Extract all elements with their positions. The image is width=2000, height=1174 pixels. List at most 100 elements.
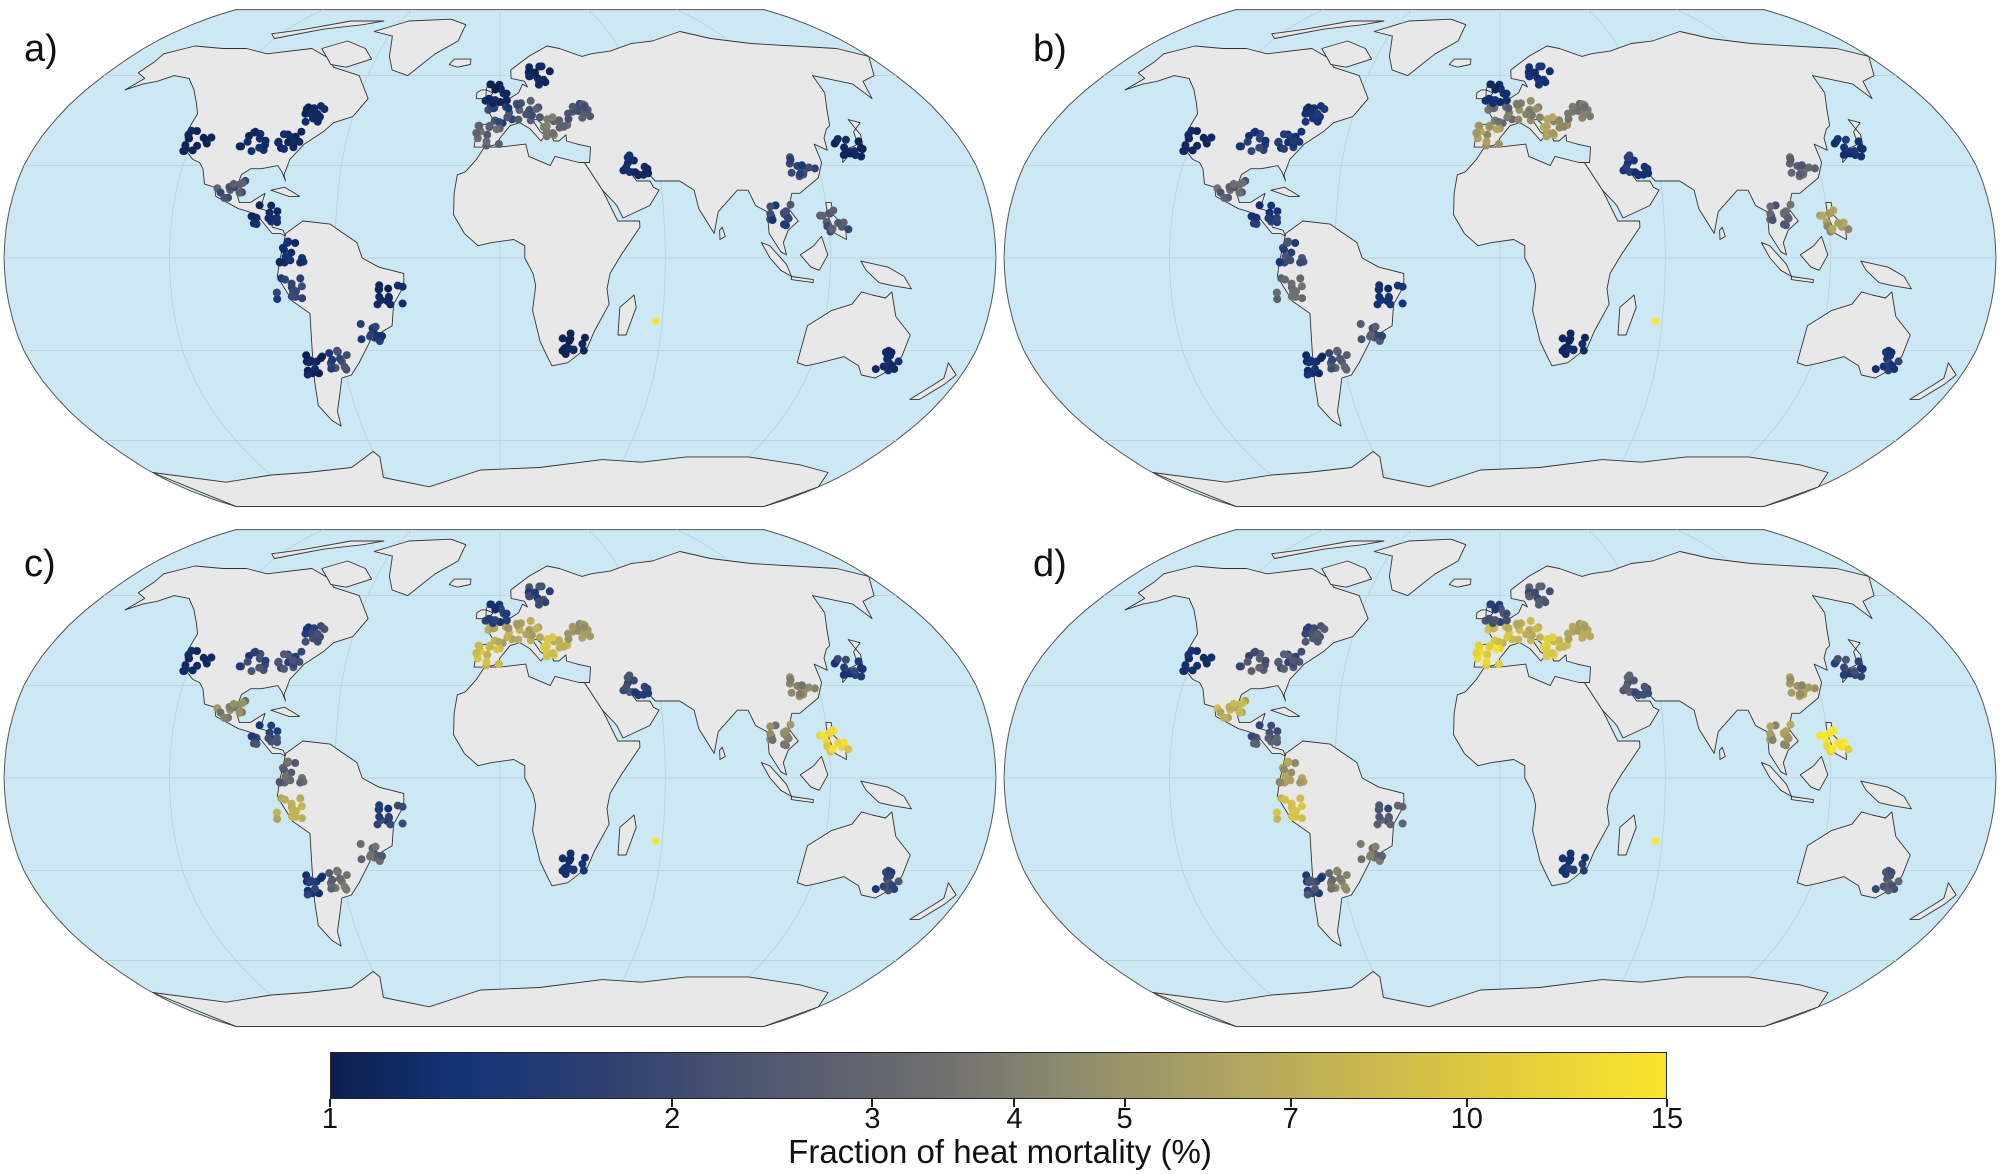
city-point-brazil-east — [384, 804, 393, 813]
city-point-colombia-ecuador — [1275, 258, 1284, 267]
city-point-mexico — [1229, 699, 1238, 708]
city-point-east-us — [1279, 130, 1288, 139]
city-point-central-america — [264, 214, 273, 223]
city-point-mexico — [229, 179, 238, 188]
city-point-mexico — [220, 193, 229, 202]
city-point-central-us — [255, 143, 264, 152]
city-point-south-africa — [566, 334, 575, 343]
city-point-colombia-ecuador — [275, 778, 284, 787]
city-point-middle-east — [625, 151, 634, 160]
city-point-china — [1787, 168, 1796, 177]
land-arctic-islands — [271, 20, 385, 39]
land-africa — [1453, 663, 1641, 887]
city-point-balkans — [559, 122, 568, 131]
city-point-uk-north — [502, 609, 511, 618]
city-point-brazil-south — [357, 335, 366, 344]
city-point-middle-east — [1639, 170, 1648, 179]
city-point-china — [1810, 684, 1819, 693]
city-point-philippines — [844, 745, 853, 754]
city-point-peru — [272, 288, 281, 297]
city-point-uk-north — [1502, 96, 1511, 105]
city-point-southeast-asia — [782, 741, 790, 750]
city-point-west-us — [181, 661, 190, 670]
panel-label-c: c) — [24, 543, 56, 585]
land-borneo — [799, 235, 829, 271]
city-point-central-us — [1235, 142, 1244, 151]
city-point-peru — [1281, 275, 1289, 284]
city-point-indian-ocean-island — [652, 837, 659, 845]
city-point-brazil-east — [384, 812, 393, 821]
city-point-east-europe — [1564, 629, 1572, 638]
city-point-central-america — [248, 732, 257, 741]
land-iceland — [1448, 578, 1472, 588]
city-point-japan-korea — [1854, 657, 1863, 666]
city-point-scandinavia — [535, 77, 544, 86]
city-point-east-us — [289, 656, 298, 665]
city-point-southeast-asia — [782, 207, 790, 216]
land-eurasia — [1473, 551, 1875, 776]
city-point-peru — [281, 795, 289, 804]
city-point-colombia-ecuador — [291, 759, 300, 767]
world-map-svg — [3, 529, 997, 1027]
land-sri-lanka — [1719, 746, 1726, 760]
city-point-scandinavia — [1535, 597, 1544, 606]
city-point-southeast-asia — [768, 736, 777, 745]
city-point-uk-north — [1491, 96, 1500, 105]
city-point-central-europe — [1514, 635, 1523, 644]
city-point-south-africa — [1566, 854, 1575, 863]
land-new-guinea — [1860, 260, 1912, 290]
city-point-central-europe — [1526, 616, 1535, 625]
city-point-central-america — [273, 727, 282, 736]
city-point-central-europe — [1532, 624, 1541, 633]
land-antarctica — [152, 451, 829, 507]
city-point-middle-east — [639, 170, 648, 179]
city-point-chile — [1317, 354, 1325, 362]
land-sri-lanka — [719, 746, 726, 760]
land-new-zealand — [1909, 882, 1957, 920]
land-baffin — [321, 40, 373, 68]
colorbar-tick-mark — [1465, 1099, 1468, 1107]
colorbar-tick-label: 1 — [321, 1103, 339, 1135]
city-point-argentina — [333, 866, 341, 875]
city-point-central-america — [1272, 734, 1281, 743]
city-point-west-us — [1199, 653, 1208, 662]
city-point-mexico — [1235, 188, 1244, 197]
colorbar-tick-label: 5 — [1116, 1103, 1133, 1135]
city-point-balkans — [548, 649, 557, 658]
city-point-central-america — [1248, 212, 1257, 221]
city-point-west-europe — [1504, 624, 1513, 633]
land-eurasia — [1473, 31, 1875, 256]
city-point-philippines — [1829, 726, 1838, 735]
city-point-canada — [1313, 109, 1322, 118]
city-point-scandinavia — [545, 587, 554, 596]
city-point-brazil-east — [393, 281, 402, 290]
city-point-east-us — [1274, 137, 1283, 146]
city-point-peru — [298, 814, 307, 823]
city-point-west-us — [1199, 133, 1208, 142]
city-point-brazil-east — [1398, 819, 1407, 828]
land-australia — [1796, 291, 1911, 379]
city-point-central-america — [1249, 219, 1258, 228]
city-point-australia — [1871, 885, 1880, 894]
land-java — [1790, 276, 1814, 284]
city-point-central-europe — [513, 620, 522, 629]
city-point-canada — [1320, 105, 1329, 114]
city-points — [1179, 62, 1903, 379]
city-point-balkans — [542, 647, 551, 656]
city-point-china — [1804, 683, 1813, 692]
city-point-east-us — [279, 130, 288, 139]
city-point-japan-korea — [854, 657, 863, 666]
city-point-balkans — [543, 115, 552, 124]
city-point-east-us — [1295, 657, 1304, 666]
city-point-chile — [303, 890, 312, 899]
land-new-zealand — [909, 882, 957, 920]
city-point-central-europe — [526, 616, 535, 625]
city-point-peru — [297, 282, 306, 291]
city-point-brazil-east — [1375, 292, 1384, 301]
city-point-balkans — [1548, 649, 1557, 658]
city-point-central-us — [1261, 136, 1270, 145]
city-point-chile — [1303, 890, 1312, 899]
city-point-philippines — [1844, 745, 1853, 754]
city-point-central-europe — [535, 633, 544, 642]
city-point-iberia — [1492, 645, 1501, 654]
